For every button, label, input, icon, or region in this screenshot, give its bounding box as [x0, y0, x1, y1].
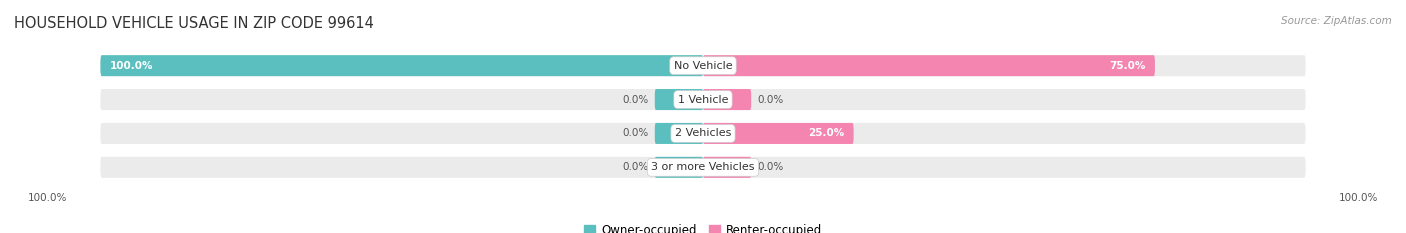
Text: 0.0%: 0.0%	[758, 95, 783, 105]
FancyBboxPatch shape	[655, 123, 703, 144]
FancyBboxPatch shape	[703, 157, 751, 178]
FancyBboxPatch shape	[703, 123, 853, 144]
Text: Source: ZipAtlas.com: Source: ZipAtlas.com	[1281, 16, 1392, 26]
Text: 1 Vehicle: 1 Vehicle	[678, 95, 728, 105]
Text: 3 or more Vehicles: 3 or more Vehicles	[651, 162, 755, 172]
FancyBboxPatch shape	[100, 157, 1306, 178]
Text: 0.0%: 0.0%	[758, 162, 783, 172]
Text: 100.0%: 100.0%	[1339, 193, 1378, 203]
Text: 2 Vehicles: 2 Vehicles	[675, 128, 731, 138]
Text: 75.0%: 75.0%	[1109, 61, 1146, 71]
FancyBboxPatch shape	[100, 55, 1306, 76]
Text: HOUSEHOLD VEHICLE USAGE IN ZIP CODE 99614: HOUSEHOLD VEHICLE USAGE IN ZIP CODE 9961…	[14, 16, 374, 31]
Text: 0.0%: 0.0%	[623, 128, 648, 138]
FancyBboxPatch shape	[655, 157, 703, 178]
Text: No Vehicle: No Vehicle	[673, 61, 733, 71]
FancyBboxPatch shape	[100, 123, 1306, 144]
Text: 25.0%: 25.0%	[808, 128, 845, 138]
FancyBboxPatch shape	[703, 55, 1154, 76]
Text: 0.0%: 0.0%	[623, 95, 648, 105]
FancyBboxPatch shape	[100, 55, 703, 76]
Text: 0.0%: 0.0%	[623, 162, 648, 172]
FancyBboxPatch shape	[703, 89, 751, 110]
Legend: Owner-occupied, Renter-occupied: Owner-occupied, Renter-occupied	[579, 219, 827, 233]
Text: 100.0%: 100.0%	[110, 61, 153, 71]
FancyBboxPatch shape	[655, 89, 703, 110]
Text: 100.0%: 100.0%	[28, 193, 67, 203]
FancyBboxPatch shape	[100, 89, 1306, 110]
